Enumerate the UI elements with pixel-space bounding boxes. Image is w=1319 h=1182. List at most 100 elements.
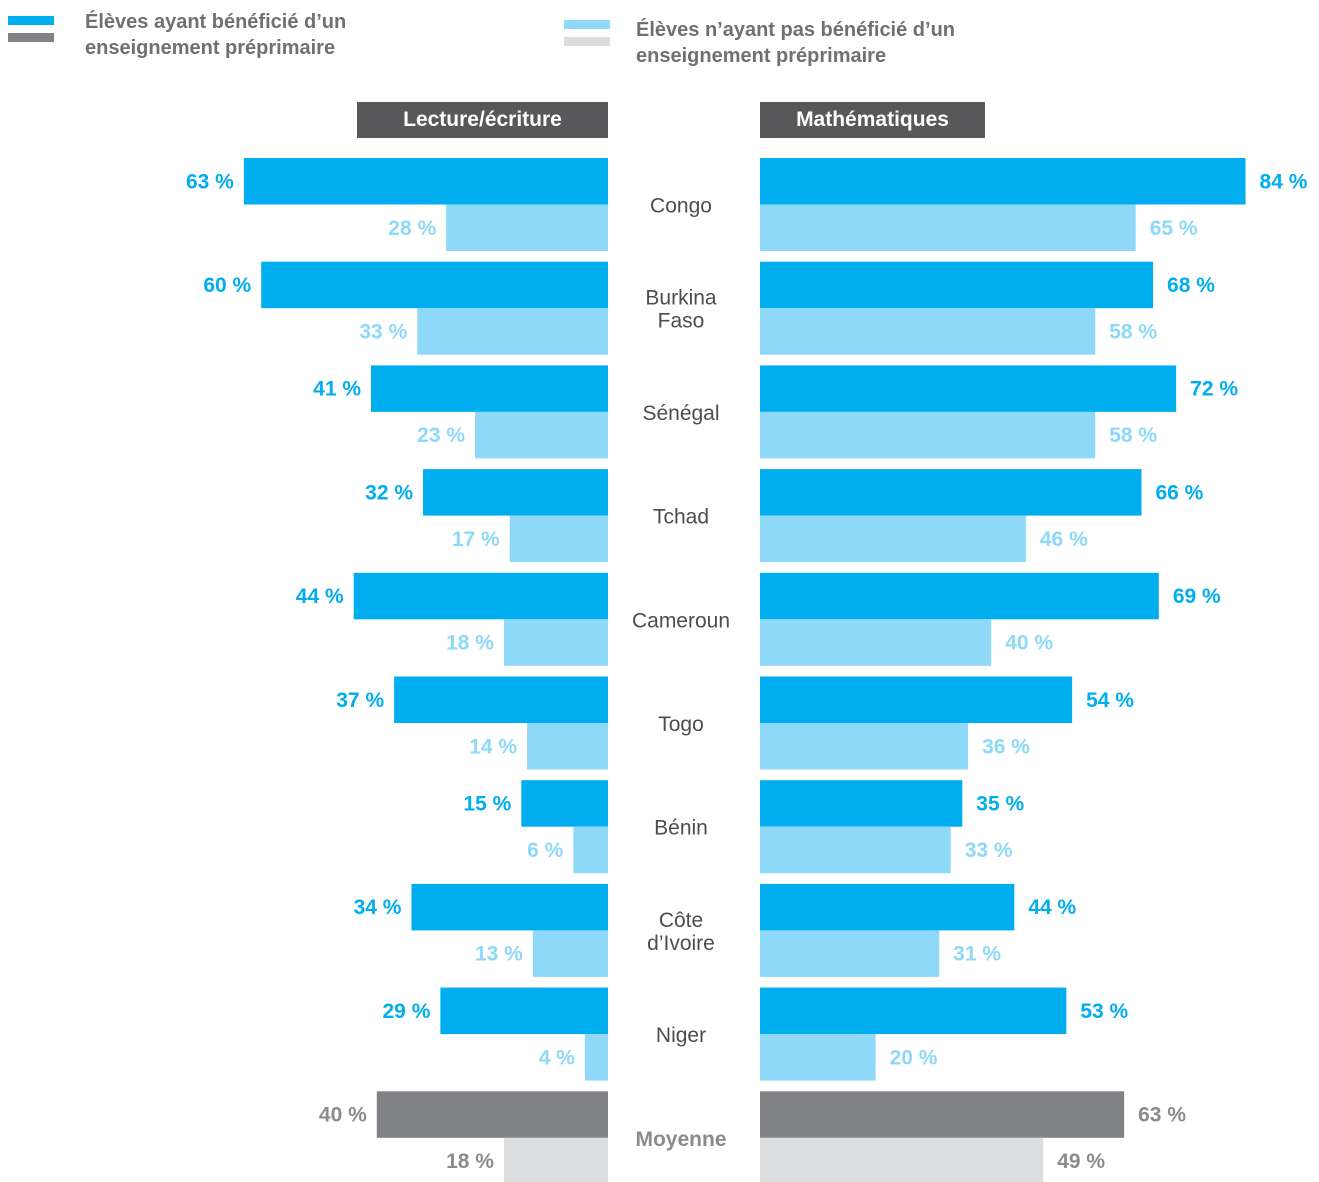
bar-reading-without-benin bbox=[573, 826, 608, 874]
data-label-math-with-tchad: 66 % bbox=[1155, 481, 1203, 504]
bar-reading-with-senegal bbox=[371, 365, 608, 412]
data-label-reading-without-togo: 14 % bbox=[469, 735, 517, 758]
bar-reading-without-senegal bbox=[475, 411, 608, 459]
bar-reading-without-togo bbox=[527, 723, 608, 770]
legend-swatch-gray bbox=[8, 33, 54, 42]
bar-math-with-burkina-faso bbox=[760, 261, 1154, 309]
bar-math-with-congo bbox=[760, 158, 1246, 205]
bar-math-without-niger bbox=[760, 1034, 876, 1081]
category-label-burkina-faso-line-2: Faso bbox=[658, 310, 705, 333]
bar-math-without-tchad bbox=[760, 515, 1026, 563]
data-label-reading-with-benin: 15 % bbox=[463, 792, 511, 815]
bar-reading-without-moyenne bbox=[503, 1137, 608, 1182]
legend-label-with-preprimary: Élèves ayant bénéficié d’un enseignement… bbox=[85, 11, 347, 59]
legend-label-without-preprimary: Élèves n’ayant pas bénéficié d’un enseig… bbox=[636, 19, 956, 67]
category-label-cameroun: Cameroun bbox=[632, 609, 730, 632]
bar-reading-without-cote-d-ivoire bbox=[532, 930, 608, 977]
bar-math-without-cote-d-ivoire bbox=[760, 930, 940, 977]
data-label-reading-without-burkina-faso: 33 % bbox=[359, 320, 407, 343]
data-label-math-with-congo: 84 % bbox=[1260, 170, 1308, 193]
bar-math-with-cameroun bbox=[760, 572, 1159, 620]
bar-reading-without-congo bbox=[446, 204, 608, 251]
bar-reading-with-burkina-faso bbox=[261, 261, 608, 309]
legend-swatch-light-gray bbox=[564, 37, 610, 46]
bar-math-without-senegal bbox=[760, 411, 1096, 459]
category-label-niger: Niger bbox=[656, 1024, 706, 1047]
bar-math-without-congo bbox=[760, 204, 1136, 251]
data-label-math-with-cote-d-ivoire: 44 % bbox=[1028, 896, 1076, 919]
data-label-reading-without-cote-d-ivoire: 13 % bbox=[475, 943, 523, 966]
bar-reading-without-burkina-faso bbox=[417, 308, 608, 355]
data-label-math-without-togo: 36 % bbox=[982, 735, 1030, 758]
bar-reading-without-niger bbox=[584, 1034, 608, 1081]
bar-math-without-moyenne bbox=[760, 1137, 1044, 1182]
data-label-math-without-cameroun: 40 % bbox=[1005, 632, 1053, 655]
bar-reading-with-tchad bbox=[423, 469, 608, 516]
data-label-reading-with-togo: 37 % bbox=[336, 689, 384, 712]
bar-reading-without-tchad bbox=[509, 515, 608, 563]
bar-reading-with-niger bbox=[440, 987, 608, 1035]
category-label-togo: Togo bbox=[658, 713, 704, 736]
category-label-benin: Bénin bbox=[654, 817, 708, 840]
legend-swatch-light-blue bbox=[564, 20, 610, 29]
bar-math-with-togo bbox=[760, 676, 1073, 723]
panel-title-math: Mathématiques bbox=[760, 102, 985, 138]
data-label-math-with-togo: 54 % bbox=[1086, 689, 1134, 712]
bar-math-with-tchad bbox=[760, 469, 1142, 516]
data-label-reading-without-congo: 28 % bbox=[388, 217, 436, 240]
data-label-math-without-congo: 65 % bbox=[1150, 217, 1198, 240]
bar-math-without-cameroun bbox=[760, 619, 992, 666]
bar-math-without-togo bbox=[760, 723, 969, 770]
bar-reading-without-cameroun bbox=[503, 619, 608, 666]
data-label-math-with-moyenne: 63 % bbox=[1138, 1104, 1186, 1127]
data-label-math-with-niger: 53 % bbox=[1080, 1000, 1128, 1023]
bar-reading-with-moyenne bbox=[376, 1091, 608, 1138]
bar-reading-with-cameroun bbox=[353, 572, 608, 620]
bar-math-without-burkina-faso bbox=[760, 308, 1096, 355]
category-label-cote-d-ivoire-line-2: d’Ivoire bbox=[647, 932, 715, 955]
bar-reading-with-cote-d-ivoire bbox=[411, 883, 608, 931]
data-label-reading-with-cote-d-ivoire: 34 % bbox=[354, 896, 402, 919]
bar-math-with-cote-d-ivoire bbox=[760, 883, 1015, 931]
category-label-cote-d-ivoire-line-1: Côte bbox=[659, 909, 703, 932]
category-label-congo: Congo bbox=[650, 195, 712, 218]
category-label-moyenne: Moyenne bbox=[635, 1128, 726, 1151]
data-label-math-with-burkina-faso: 68 % bbox=[1167, 274, 1215, 297]
bar-math-with-niger bbox=[760, 987, 1067, 1035]
data-label-math-without-tchad: 46 % bbox=[1040, 528, 1088, 551]
data-label-reading-with-cameroun: 44 % bbox=[296, 585, 344, 608]
legend-item-without-preprimary: Élèves n’ayant pas bénéficié d’un enseig… bbox=[555, 0, 1115, 80]
legend-swatch-blue bbox=[8, 16, 54, 25]
data-label-math-without-moyenne: 49 % bbox=[1057, 1150, 1105, 1173]
data-label-reading-without-senegal: 23 % bbox=[417, 424, 465, 447]
bar-math-with-moyenne bbox=[760, 1091, 1125, 1138]
bar-math-with-benin bbox=[760, 780, 963, 827]
data-label-reading-without-niger: 4 % bbox=[539, 1046, 576, 1069]
data-label-math-without-senegal: 58 % bbox=[1109, 424, 1157, 447]
bar-reading-with-benin bbox=[521, 780, 608, 827]
data-label-reading-with-moyenne: 40 % bbox=[319, 1104, 367, 1127]
data-label-reading-without-moyenne: 18 % bbox=[446, 1150, 494, 1173]
data-label-reading-without-benin: 6 % bbox=[527, 839, 564, 862]
data-label-math-without-burkina-faso: 58 % bbox=[1109, 320, 1157, 343]
panel-title-reading: Lecture/écriture bbox=[357, 102, 608, 138]
data-label-math-with-senegal: 72 % bbox=[1190, 378, 1238, 401]
data-label-reading-without-cameroun: 18 % bbox=[446, 632, 494, 655]
bar-math-without-benin bbox=[760, 826, 951, 874]
legend-item-with-preprimary: Élèves ayant bénéficié d’un enseignement… bbox=[0, 0, 520, 80]
data-label-math-with-cameroun: 69 % bbox=[1173, 585, 1221, 608]
bar-reading-with-togo bbox=[394, 676, 608, 723]
category-label-burkina-faso-line-1: Burkina bbox=[645, 287, 717, 310]
category-label-tchad: Tchad bbox=[653, 506, 709, 529]
data-label-reading-with-congo: 63 % bbox=[186, 170, 234, 193]
data-label-reading-without-tchad: 17 % bbox=[452, 528, 500, 551]
data-label-math-without-niger: 20 % bbox=[890, 1046, 938, 1069]
data-label-reading-with-niger: 29 % bbox=[383, 1000, 431, 1023]
data-label-math-with-benin: 35 % bbox=[976, 792, 1024, 815]
bar-reading-with-congo bbox=[243, 158, 609, 205]
data-label-reading-with-senegal: 41 % bbox=[313, 378, 361, 401]
data-label-reading-with-tchad: 32 % bbox=[365, 481, 413, 504]
category-label-senegal: Sénégal bbox=[642, 402, 719, 425]
